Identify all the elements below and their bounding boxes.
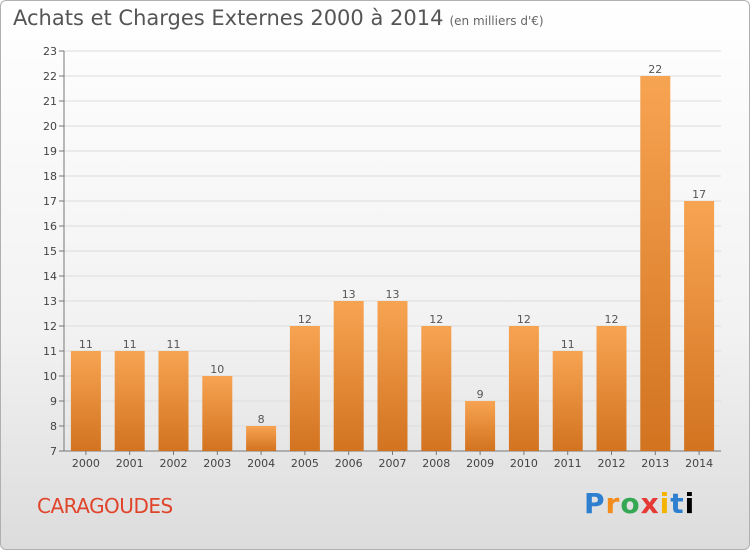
bar [114,351,145,451]
x-tick-label: 2005 [291,457,319,470]
chart-subtitle: (en milliers d'€) [449,14,544,28]
chart-title: Achats et Charges Externes 2000 à 2014 (e… [13,6,544,30]
x-tick-label: 2003 [203,457,231,470]
bar [377,301,408,451]
x-tick-label: 2010 [510,457,538,470]
logo-letter: i [684,487,696,520]
bar [289,326,320,451]
y-tick-label: 7 [50,445,57,458]
bar [596,326,627,451]
logo-letter: i [659,487,671,520]
bar-value-label: 12 [517,313,531,326]
bars [70,76,715,451]
x-tick-label: 2011 [554,457,582,470]
bar-value-label: 22 [648,63,662,76]
y-tick-label: 22 [43,70,57,83]
bar [465,401,496,451]
x-tick-label: 2002 [160,457,188,470]
y-tick-label: 10 [43,370,57,383]
x-tick-label: 2001 [116,457,144,470]
y-tick-label: 17 [43,195,57,208]
bar-value-label: 17 [692,188,706,201]
y-tick-label: 23 [43,45,57,58]
bar-value-label: 10 [210,363,224,376]
x-tick-label: 2004 [247,457,275,470]
y-tick-label: 19 [43,145,57,158]
bar-value-label: 13 [342,288,356,301]
bar-value-label: 11 [79,338,93,351]
x-tick-label: 2006 [335,457,363,470]
logo-letter: r [605,487,621,520]
bar [202,376,233,451]
y-tick-label: 16 [43,220,57,233]
bar [158,351,189,451]
x-tick-label: 2013 [641,457,669,470]
y-tick-label: 18 [43,170,57,183]
y-tick-label: 13 [43,295,57,308]
y-tick-label: 14 [43,270,57,283]
y-tick-label: 15 [43,245,57,258]
bar-value-label: 11 [123,338,137,351]
bar [333,301,364,451]
bar [70,351,101,451]
logo-letter: o [620,487,641,520]
commune-name: CARAGOUDES [37,494,173,518]
bar [552,351,583,451]
bar-value-label: 12 [298,313,312,326]
bar-value-label: 12 [605,313,619,326]
bar [421,326,452,451]
y-tick-label: 11 [43,345,57,358]
x-tick-label: 2014 [685,457,713,470]
bar-value-label: 11 [167,338,181,351]
bar [508,326,539,451]
x-tick-label: 2012 [598,457,626,470]
logo-letter: x [640,487,660,520]
bar [684,201,715,451]
x-tick-label: 2000 [72,457,100,470]
bar-value-label: 8 [258,413,265,426]
bar-value-label: 9 [477,388,484,401]
bar-value-label: 11 [561,338,575,351]
x-tick-label: 2008 [422,457,450,470]
y-tick-label: 9 [50,395,57,408]
x-tick-label: 2009 [466,457,494,470]
y-tick-label: 20 [43,120,57,133]
y-tick-label: 12 [43,320,57,333]
labels: 7 8 9 10 11 12 13 14 15 16 17 18 19 20 21 22 23 11 2000 11 2… [43,45,713,470]
proxiti-logo[interactable]: Proxiti [584,487,695,520]
bar [246,426,277,451]
bar-value-label: 13 [386,288,400,301]
logo-letter: P [584,487,606,520]
y-tick-label: 21 [43,95,57,108]
bar-value-label: 12 [429,313,443,326]
chart-title-text: Achats et Charges Externes 2000 à 2014 [13,6,444,30]
y-tick-label: 8 [50,420,57,433]
x-tick-label: 2007 [379,457,407,470]
logo-letter: t [670,487,685,520]
bar [640,76,671,451]
